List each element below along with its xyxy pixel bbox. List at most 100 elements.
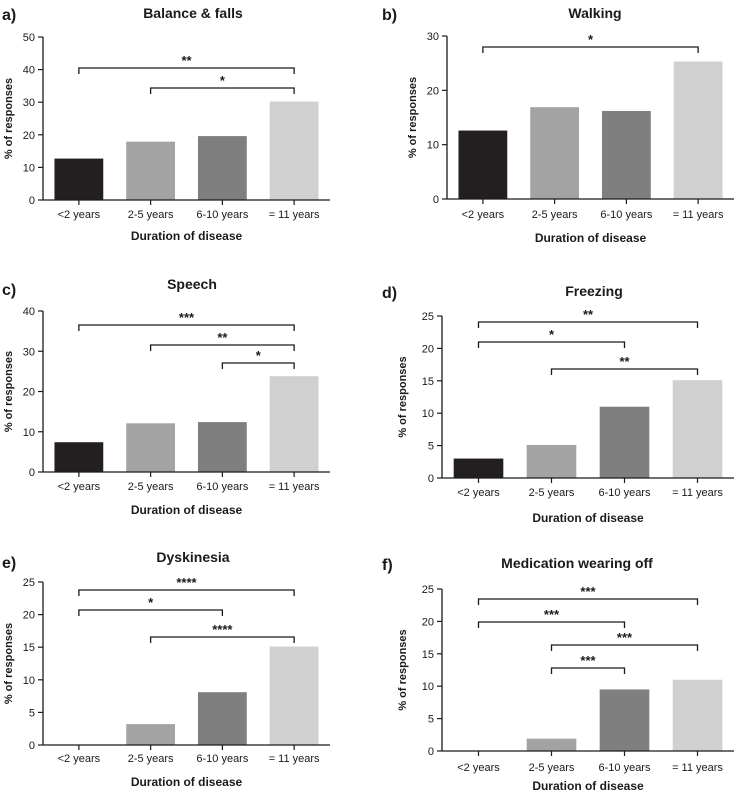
chart-6-bracket-4 bbox=[550, 667, 626, 674]
chart-3-ylabel: % of responses bbox=[3, 351, 15, 432]
chart-4-bracket-label-3: ** bbox=[619, 354, 630, 369]
chart-5-xlabel: Duration of disease bbox=[131, 775, 243, 789]
chart-6-panel-label: f) bbox=[382, 557, 393, 574]
chart-6-bracket-2 bbox=[477, 621, 626, 628]
chart-4-bar-3 bbox=[599, 406, 650, 478]
chart-5-bracket-label-1: **** bbox=[176, 575, 197, 590]
chart-1-panel-label: a) bbox=[2, 7, 16, 24]
chart-1-xtick-label-4: = 11 years bbox=[269, 209, 320, 221]
chart-4-bracket-label-1: ** bbox=[583, 307, 594, 322]
chart-3-xlabel: Duration of disease bbox=[131, 503, 243, 517]
chart-6-ytick-label-3: 10 bbox=[422, 681, 434, 693]
chart-3-ytick-label-4: 30 bbox=[23, 346, 35, 358]
chart-6-ytick-label-2: 5 bbox=[428, 714, 434, 726]
chart-2-ytick-label-3: 20 bbox=[427, 85, 439, 97]
chart-4-ylabel: % of responses bbox=[397, 356, 409, 437]
chart-3-xtick-label-3: 6-10 years bbox=[196, 481, 248, 493]
chart-5-ylabel: % of responses bbox=[3, 623, 15, 704]
chart-1-ytick-label-4: 30 bbox=[23, 97, 35, 109]
chart-3-bar-2 bbox=[126, 423, 176, 472]
chart-1-xtick-label-3: 6-10 years bbox=[196, 209, 248, 221]
chart-5-xtick-label-3: 6-10 years bbox=[196, 753, 248, 765]
chart-5-ytick-label-4: 15 bbox=[23, 642, 35, 654]
chart-2-xlabel: Duration of disease bbox=[535, 231, 647, 245]
chart-5-bracket-label-3: **** bbox=[212, 622, 233, 637]
chart-6-bracket-label-4: *** bbox=[580, 653, 596, 668]
chart-5-bar-3 bbox=[197, 692, 247, 745]
chart-4-ytick-label-6: 25 bbox=[422, 311, 434, 323]
chart-3-xtick-label-2: 2-5 years bbox=[128, 481, 174, 493]
chart-5-xtick-label-2: 2-5 years bbox=[128, 753, 174, 765]
chart-3-ytick-label-5: 40 bbox=[23, 306, 35, 318]
chart-5-ytick-label-5: 20 bbox=[23, 610, 35, 622]
chart-4-ytick-label-1: 0 bbox=[428, 473, 434, 485]
chart-2-title: Walking bbox=[568, 5, 621, 21]
chart-5-ytick-label-6: 25 bbox=[23, 577, 35, 589]
chart-1-xtick-label-1: <2 years bbox=[58, 209, 101, 221]
chart-4-bracket-1 bbox=[477, 321, 699, 328]
chart-5-title: Dyskinesia bbox=[156, 549, 229, 565]
chart-2-bracket-label-1: * bbox=[588, 32, 594, 47]
chart-3-bracket-1 bbox=[78, 324, 295, 331]
chart-2-ytick-label-1: 0 bbox=[433, 194, 439, 206]
chart-1-bar-1 bbox=[54, 158, 104, 200]
chart-3-bracket-label-3: * bbox=[256, 348, 262, 363]
chart-3-bar-3 bbox=[197, 422, 247, 472]
chart-6-bar-3 bbox=[599, 689, 650, 751]
chart-1-bracket-label-1: ** bbox=[181, 53, 192, 68]
chart-3-ytick-label-1: 0 bbox=[29, 467, 35, 479]
chart-5-bracket-1 bbox=[78, 589, 295, 596]
chart-1-ytick-label-2: 10 bbox=[23, 162, 35, 174]
chart-5-ytick-label-1: 0 bbox=[29, 740, 35, 752]
chart-4-xtick-label-2: 2-5 years bbox=[529, 487, 575, 499]
chart-2-xtick-label-3: 6-10 years bbox=[600, 209, 652, 221]
chart-4-xtick-label-4: = 11 years bbox=[672, 487, 723, 499]
chart-5-bracket-2 bbox=[78, 609, 224, 616]
chart-1-bracket-1 bbox=[78, 67, 295, 74]
chart-4-bracket-label-2: * bbox=[549, 327, 555, 342]
chart-3-title: Speech bbox=[167, 276, 217, 292]
chart-1-xtick-label-2: 2-5 years bbox=[128, 209, 174, 221]
chart-3-xtick-label-1: <2 years bbox=[58, 481, 101, 493]
chart-2-ytick-label-4: 30 bbox=[427, 31, 439, 43]
chart-4-panel-label: d) bbox=[382, 285, 397, 302]
chart-3-ytick-label-3: 20 bbox=[23, 387, 35, 399]
chart-3-ytick-label-2: 10 bbox=[23, 427, 35, 439]
chart-6-xtick-label-4: = 11 years bbox=[672, 762, 723, 774]
chart-2-bar-3 bbox=[601, 110, 651, 199]
chart-4-title: Freezing bbox=[565, 283, 623, 299]
chart-3-bracket-3 bbox=[221, 362, 295, 369]
chart-4-xtick-label-3: 6-10 years bbox=[599, 487, 651, 499]
chart-3-panel-label: c) bbox=[2, 282, 16, 299]
chart-5-xtick-label-1: <2 years bbox=[58, 753, 101, 765]
chart-5-bracket-3 bbox=[149, 636, 295, 643]
chart-1-xlabel: Duration of disease bbox=[131, 229, 243, 243]
chart-4-bracket-3 bbox=[550, 368, 699, 375]
chart-6-ytick-label-4: 15 bbox=[422, 649, 434, 661]
chart-3-xtick-label-4: = 11 years bbox=[269, 481, 320, 493]
chart-5-ytick-label-2: 5 bbox=[29, 707, 35, 719]
chart-6-bracket-1 bbox=[477, 598, 699, 605]
chart-6-bracket-label-2: *** bbox=[544, 607, 560, 622]
chart-3-bracket-label-2: ** bbox=[217, 330, 228, 345]
chart-5-ytick-label-3: 10 bbox=[23, 675, 35, 687]
chart-1-ytick-label-1: 0 bbox=[29, 195, 35, 207]
chart-2-bar-1 bbox=[458, 130, 508, 199]
chart-6-xtick-label-2: 2-5 years bbox=[529, 762, 575, 774]
chart-1-ytick-label-3: 20 bbox=[23, 130, 35, 142]
chart-2-bracket-1 bbox=[482, 46, 699, 53]
chart-6-ylabel: % of responses bbox=[397, 629, 409, 710]
chart-2-ylabel: % of responses bbox=[407, 77, 419, 158]
chart-1-title: Balance & falls bbox=[143, 5, 243, 21]
chart-2-xtick-label-2: 2-5 years bbox=[532, 209, 578, 221]
chart-1-bar-2 bbox=[126, 141, 176, 200]
chart-4-bracket-2 bbox=[477, 341, 626, 348]
chart-4-bar-4 bbox=[672, 380, 723, 478]
chart-4-ytick-label-5: 20 bbox=[422, 343, 434, 355]
chart-1-ytick-label-6: 50 bbox=[23, 32, 35, 44]
chart-3-bracket-2 bbox=[149, 344, 295, 351]
chart-6-ytick-label-1: 0 bbox=[428, 746, 434, 758]
chart-3-bar-1 bbox=[54, 442, 104, 472]
chart-2-bar-4 bbox=[673, 61, 723, 199]
chart-5-panel-label: e) bbox=[2, 555, 16, 572]
